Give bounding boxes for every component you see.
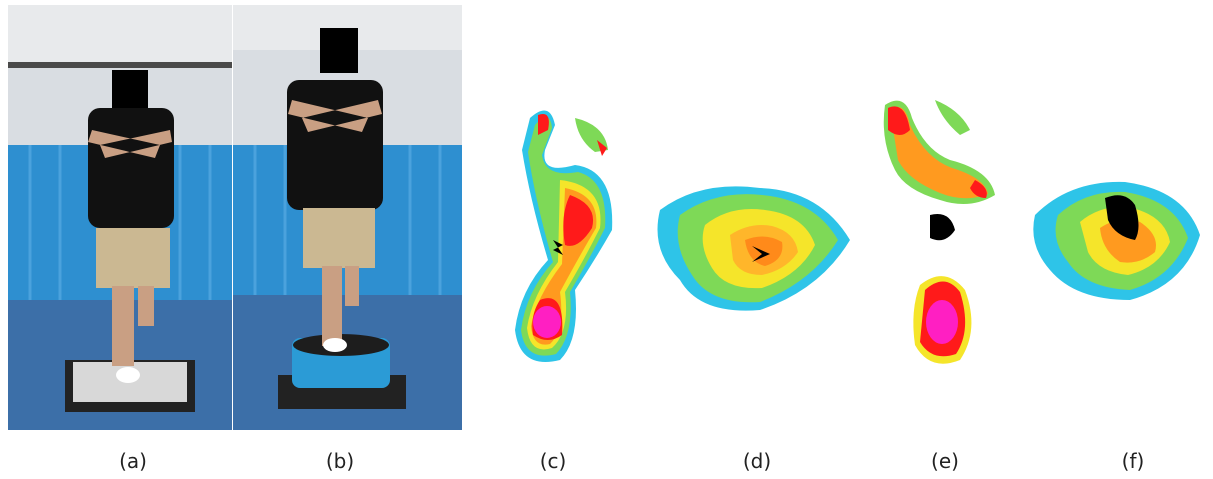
pressure-map-d — [658, 186, 851, 310]
panel-label: (b) — [326, 449, 354, 473]
photo-a — [8, 5, 232, 430]
pressure-map-c — [515, 110, 612, 362]
panel-label: (c) — [540, 449, 567, 473]
figure: (a) (b) (c) (d) (e) (f) — [0, 0, 1213, 479]
photo-b — [233, 5, 462, 430]
pressure-map-f — [1033, 182, 1200, 300]
panel-label: (a) — [119, 449, 147, 473]
panel-label: (f) — [1122, 449, 1145, 473]
panel-label: (d) — [743, 449, 771, 473]
panel-label: (e) — [931, 449, 959, 473]
pressure-map-e — [884, 100, 995, 364]
